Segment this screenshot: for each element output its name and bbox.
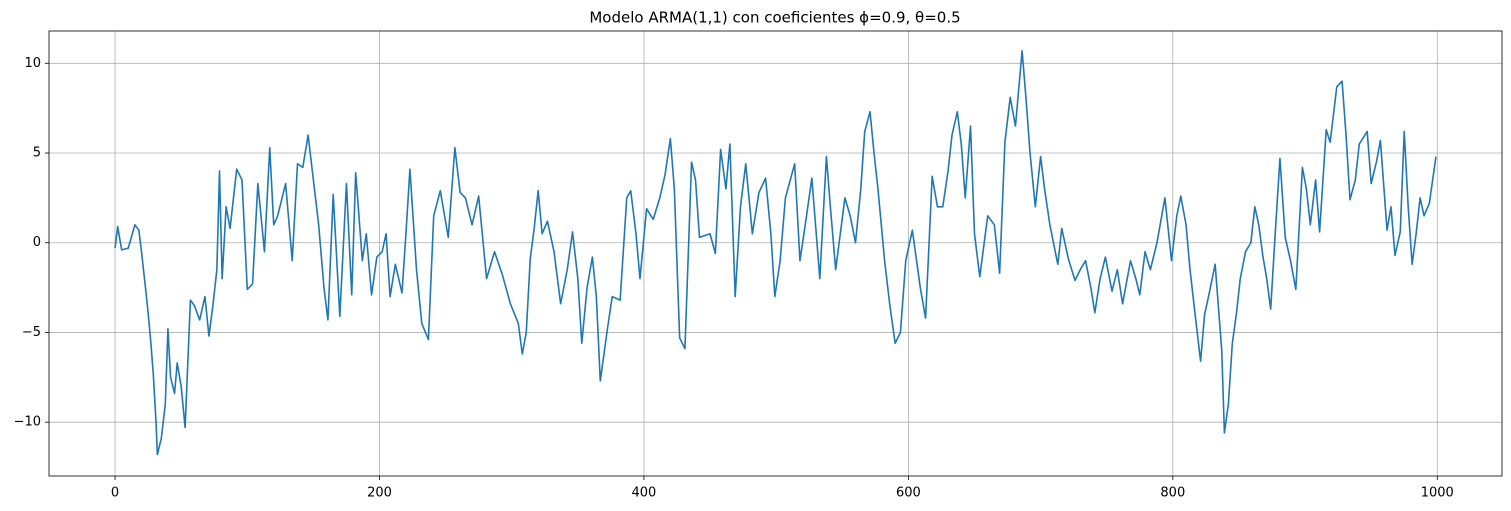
chart-title: Modelo ARMA(1,1) con coeficientes ϕ=0.9,… <box>589 9 960 27</box>
x-tick-label: 1000 <box>1421 486 1454 501</box>
plot-frame <box>48 30 1503 477</box>
y-tick-label: 5 <box>33 146 41 161</box>
data-line <box>114 49 1437 456</box>
y-tick-label: −5 <box>22 325 41 340</box>
x-tick-label: 0 <box>111 486 119 501</box>
x-tick-label: 800 <box>1160 486 1185 501</box>
x-tick-label: 600 <box>896 486 921 501</box>
y-tick-label: 10 <box>24 56 41 71</box>
y-tick-label: −10 <box>14 415 41 430</box>
x-tick-label: 200 <box>367 486 392 501</box>
x-tick-label: 400 <box>632 486 657 501</box>
y-tick-label: 0 <box>33 235 41 250</box>
